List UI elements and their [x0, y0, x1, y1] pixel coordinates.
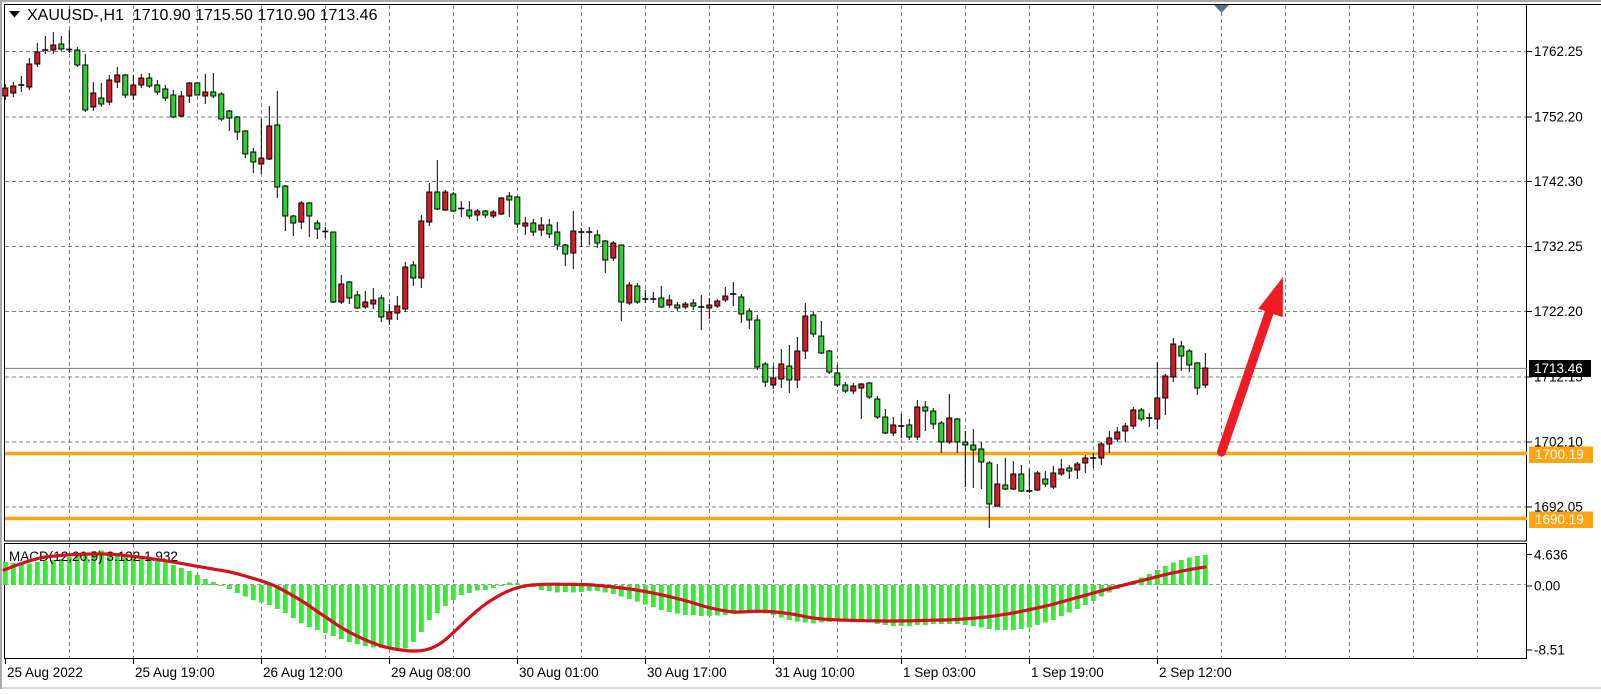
- svg-text:4.636: 4.636: [1534, 547, 1568, 562]
- svg-text:1713.46: 1713.46: [1534, 361, 1583, 376]
- svg-text:1752.20: 1752.20: [1534, 110, 1583, 125]
- svg-text:1722.20: 1722.20: [1534, 304, 1583, 319]
- svg-text:1 Sep 19:00: 1 Sep 19:00: [1031, 665, 1104, 680]
- svg-text:1702.10: 1702.10: [1534, 435, 1583, 450]
- svg-text:1 Sep 03:00: 1 Sep 03:00: [903, 665, 976, 680]
- svg-text:MACD(12,26,9) 3.132 1.932: MACD(12,26,9) 3.132 1.932: [9, 549, 178, 564]
- svg-text:30 Aug 01:00: 30 Aug 01:00: [519, 665, 599, 680]
- svg-text:1700.19: 1700.19: [1535, 447, 1584, 462]
- svg-text:29 Aug 08:00: 29 Aug 08:00: [391, 665, 471, 680]
- svg-text:1762.25: 1762.25: [1534, 44, 1583, 59]
- svg-text:2 Sep 12:00: 2 Sep 12:00: [1159, 665, 1232, 680]
- svg-text:30 Aug 17:00: 30 Aug 17:00: [647, 665, 727, 680]
- svg-text:31 Aug 10:00: 31 Aug 10:00: [775, 665, 855, 680]
- svg-text:0.00: 0.00: [1534, 579, 1560, 594]
- svg-text:25 Aug 2022: 25 Aug 2022: [7, 665, 83, 680]
- svg-text:25 Aug 19:00: 25 Aug 19:00: [135, 665, 215, 680]
- svg-text:1742.30: 1742.30: [1534, 174, 1583, 189]
- svg-text:XAUUSD-,H1 1710.90 1715.50 17: XAUUSD-,H1 1710.90 1715.50 1710.90 1713.…: [27, 7, 378, 24]
- svg-text:-8.51: -8.51: [1534, 643, 1565, 658]
- svg-text:1732.25: 1732.25: [1534, 239, 1583, 254]
- svg-text:26 Aug 12:00: 26 Aug 12:00: [263, 665, 343, 680]
- svg-text:1692.05: 1692.05: [1534, 500, 1583, 515]
- svg-text:1690.19: 1690.19: [1535, 512, 1584, 527]
